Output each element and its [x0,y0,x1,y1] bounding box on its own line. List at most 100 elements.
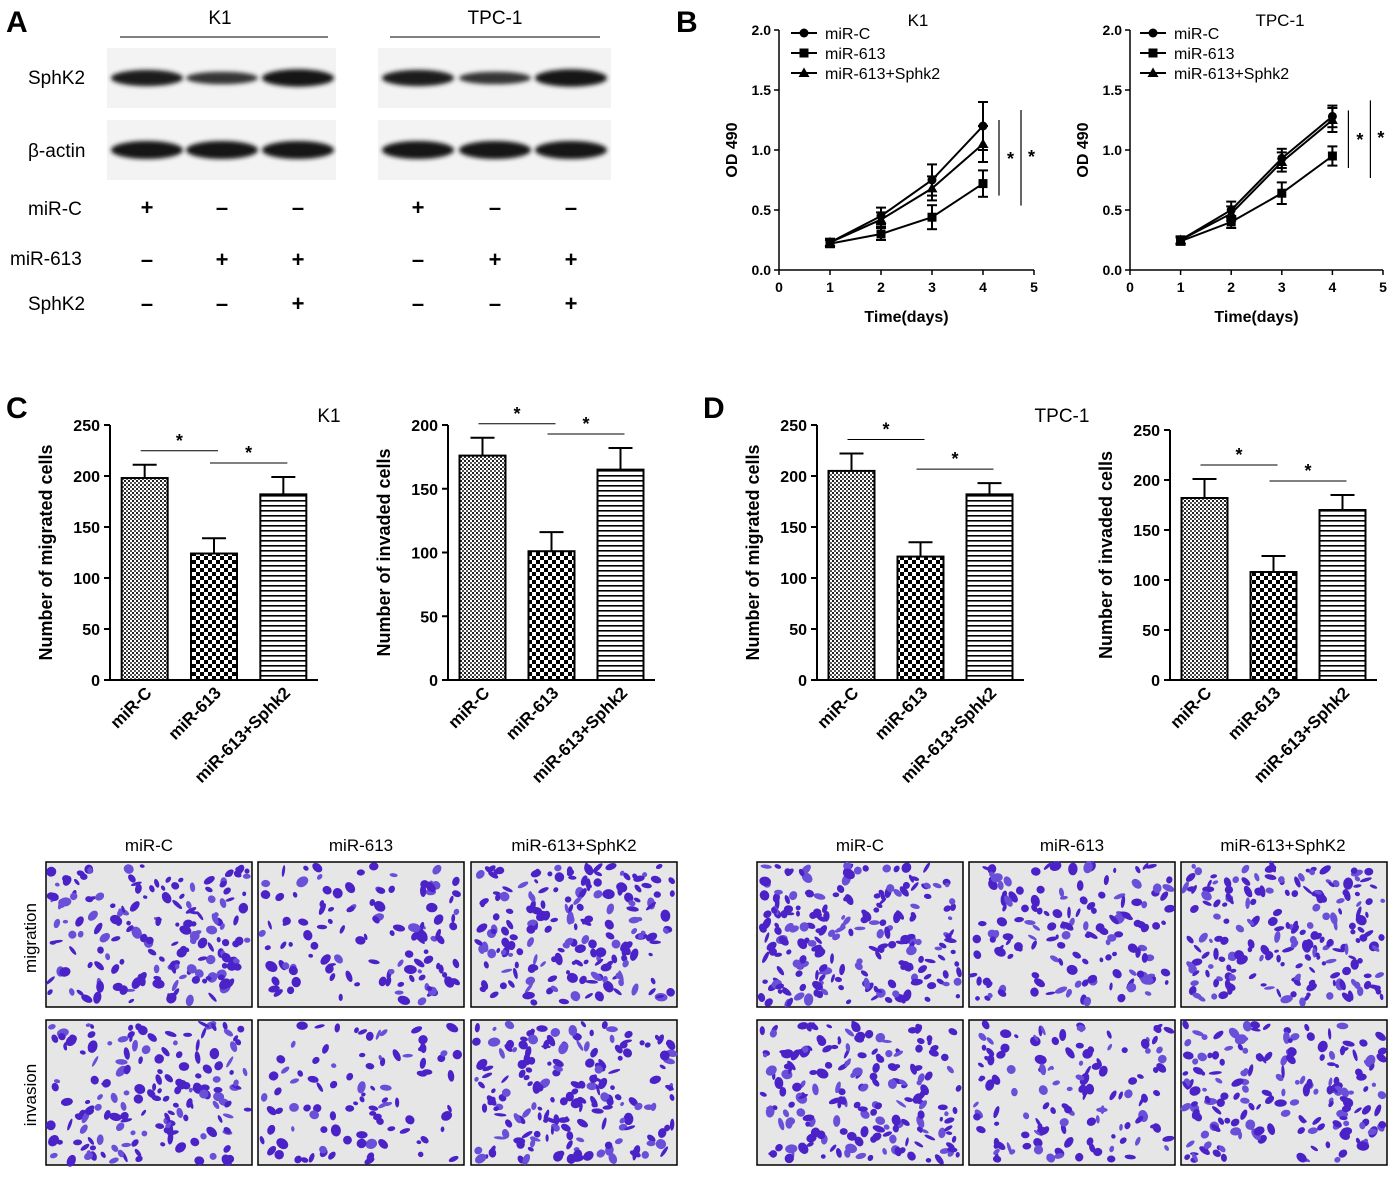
bar [120,477,169,682]
x-tick-label: 2 [1227,279,1235,295]
stained-cell [397,995,411,1005]
stained-cell [795,910,801,917]
stained-cell [836,885,845,893]
series-line [1180,155,1333,243]
significance-star: * [1304,461,1311,481]
stained-cell [1226,964,1232,972]
stained-cell [415,935,425,944]
stained-cell [924,996,931,1002]
stained-cell [338,993,343,1002]
stained-cell [604,919,614,930]
stained-cell [771,907,778,914]
stained-cell [368,1105,379,1111]
stained-cell [1223,918,1230,924]
stained-cell [359,1052,366,1058]
stained-cell [308,1152,315,1163]
stained-cell [917,1073,925,1084]
stained-cell [646,1140,656,1147]
stained-cell [1124,1089,1133,1099]
stained-cell [1156,1046,1163,1054]
stained-cell [1096,1107,1108,1113]
stained-cell [121,905,126,913]
stained-cell [440,1050,448,1057]
stained-cell [1033,1137,1043,1148]
stained-cell [1289,1099,1300,1106]
stained-cell [418,1035,428,1045]
stained-cell [500,926,510,936]
stained-cell [987,1054,995,1066]
stained-cell [397,959,404,967]
stained-cell [952,1106,958,1115]
stained-cell [1049,861,1062,872]
bar [527,550,576,681]
stained-cell [203,876,215,885]
stained-cell [1294,973,1301,982]
stained-cell [1333,1085,1343,1096]
stained-cell [1202,1087,1207,1092]
stained-cell [633,897,641,903]
stained-cell [214,912,219,917]
stained-cell [815,909,822,916]
stained-cell [1061,930,1071,940]
stained-cell [1014,916,1024,923]
stained-cell [580,1021,587,1028]
stained-cell [1087,974,1098,984]
data-point [926,182,938,193]
stained-cell [553,1151,564,1162]
y-axis-label: Number of invaded cells [374,448,394,656]
stained-cell [292,891,298,898]
blot-band [382,69,454,87]
stained-cell [1075,1074,1085,1081]
stained-cell [844,1058,851,1068]
stained-cell [1009,1149,1016,1155]
stained-cell [972,934,982,944]
stained-cell [1230,1118,1240,1127]
stained-cell [492,891,501,896]
stained-cell [1036,885,1045,894]
stained-cell [553,887,559,893]
stained-cell [975,996,980,1001]
stained-cell [527,919,537,927]
stained-cell [155,1074,162,1085]
blot-band [186,141,258,159]
stained-cell [987,992,993,998]
stained-cell [1190,905,1199,913]
stained-cell [889,1134,897,1144]
stained-cell [1378,1121,1387,1129]
stained-cell [487,865,496,873]
stained-cell [1197,1052,1207,1062]
stained-cell [226,961,237,971]
blot-row-label-mir613: miR-613 [10,249,82,270]
data-point [978,179,988,189]
stained-cell [1336,1022,1349,1030]
stained-cell [766,1107,773,1115]
stained-cell [1306,1032,1315,1041]
stained-cell [1182,1071,1189,1076]
stained-cell [85,1023,91,1027]
stained-cell [81,994,93,1003]
stained-cell [79,1124,88,1134]
stained-cell [626,906,639,912]
stained-cell [1113,893,1126,900]
stained-cell [1210,874,1218,879]
stained-cell [504,1020,515,1030]
stained-cell [63,1101,67,1106]
stained-cell [143,895,148,899]
stained-cell [520,1036,528,1042]
stained-cell [875,1032,886,1043]
transwell-micrographs: miR-C miR-613 miR-613+SphK2 miR-C miR-61… [21,836,1388,1167]
stained-cell [154,1054,164,1064]
stained-cell [1342,1097,1354,1108]
stained-cell [628,916,640,924]
stained-cell [602,1105,613,1110]
stained-cell [1225,893,1232,900]
stained-cell [1294,876,1301,888]
stained-cell [1281,1065,1285,1079]
stained-cell [509,934,518,941]
stained-cell [871,1048,878,1055]
stained-cell [565,970,571,975]
stained-cell [66,1154,76,1167]
stained-cell [281,1066,290,1074]
stained-cell [1354,891,1360,897]
stained-cell [1304,994,1310,1001]
